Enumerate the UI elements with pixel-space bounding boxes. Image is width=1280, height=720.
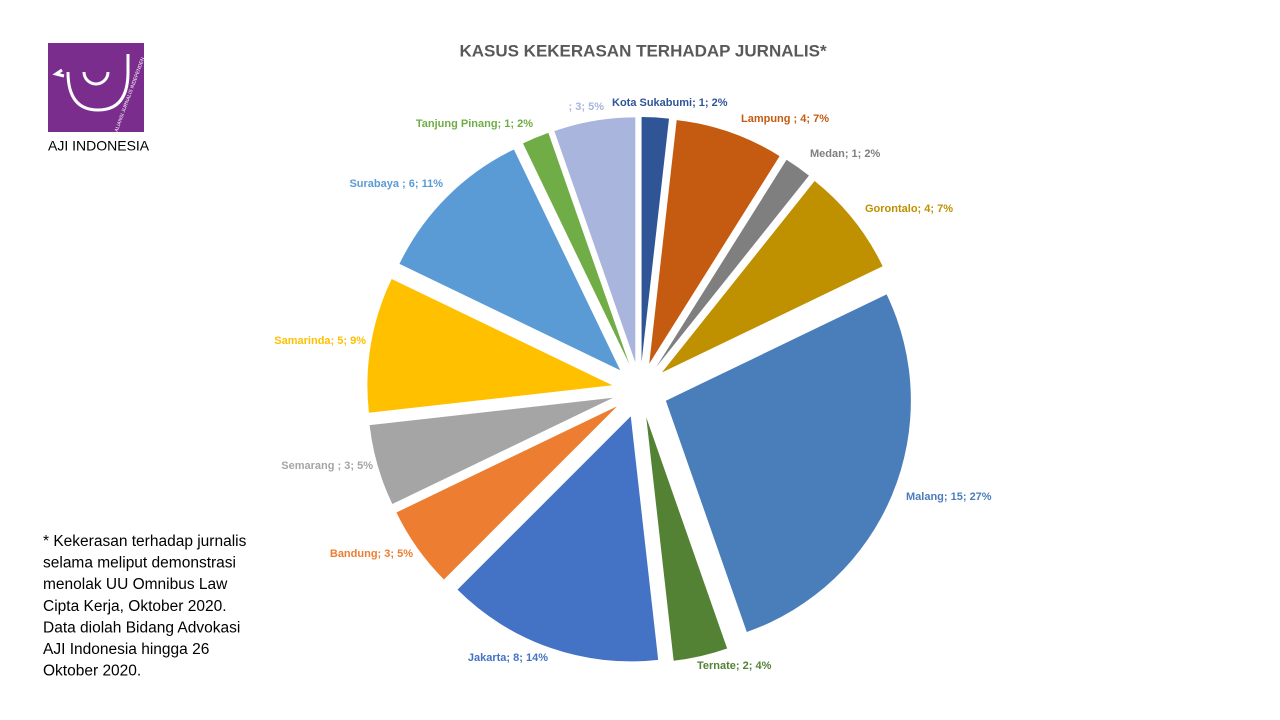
pie-slice <box>396 406 618 580</box>
footnote: * Kekerasan terhadap jurnalis selama meli… <box>43 533 247 680</box>
footnote-line: Data diolah Bidang Advokasi <box>43 619 240 636</box>
pie-slice <box>665 294 911 632</box>
pie-slice <box>554 117 636 363</box>
pie-slice <box>649 120 780 364</box>
data-label: Semarang ; 3; 5% <box>281 460 373 472</box>
pie-slice <box>457 416 659 662</box>
logo-text: AJI INDONESIA <box>48 138 150 154</box>
pie: Kota Sukabumi; 1; 2% Lampung ; 4; 7% Medan… <box>274 97 992 672</box>
pie-slice <box>399 149 621 371</box>
footnote-line: Cipta Kerja, Oktober 2020. <box>43 598 227 615</box>
data-label: Malang; 15; 27% <box>906 491 992 503</box>
pie-slice <box>369 397 614 505</box>
pie-slice <box>641 117 670 363</box>
data-label: Kota Sukabumi; 1; 2% <box>612 97 728 109</box>
footnote-line: selama meliput demonstrasi <box>43 555 236 572</box>
data-label: Lampung ; 4; 7% <box>741 113 829 125</box>
data-label: Bandung; 3; 5% <box>330 548 413 560</box>
data-label: Surabaya ; 6; 11% <box>349 178 443 190</box>
logo: ALIANSI JURNALIS INDEPENDEN AJI INDONESI… <box>48 43 150 154</box>
logo-bird <box>52 54 130 112</box>
pie-slice <box>661 180 883 373</box>
pie-slice <box>522 132 630 365</box>
chart-title: KASUS KEKERASAN TERHADAP JURNALIS* <box>459 41 827 60</box>
data-label: Ternate; 2; 4% <box>697 660 772 672</box>
footnote-line: Oktober 2020. <box>43 663 141 680</box>
data-label: Tanjung Pinang; 1; 2% <box>416 118 533 130</box>
data-label: Gorontalo; 4; 7% <box>865 203 953 215</box>
footnote-line: * Kekerasan terhadap jurnalis <box>43 533 247 550</box>
data-label: ; 3; 5% <box>569 101 605 113</box>
data-label: Samarinda; 5; 9% <box>274 335 366 347</box>
footnote-line: AJI Indonesia hingga 26 <box>43 641 209 658</box>
pie-slice <box>646 417 728 661</box>
pie-slice <box>656 159 809 368</box>
data-label: Medan; 1; 2% <box>810 148 881 160</box>
pie-slice <box>367 279 613 413</box>
footnote-line: menolak UU Omnibus Law <box>43 576 228 593</box>
data-label: Jakarta; 8; 14% <box>468 652 548 664</box>
